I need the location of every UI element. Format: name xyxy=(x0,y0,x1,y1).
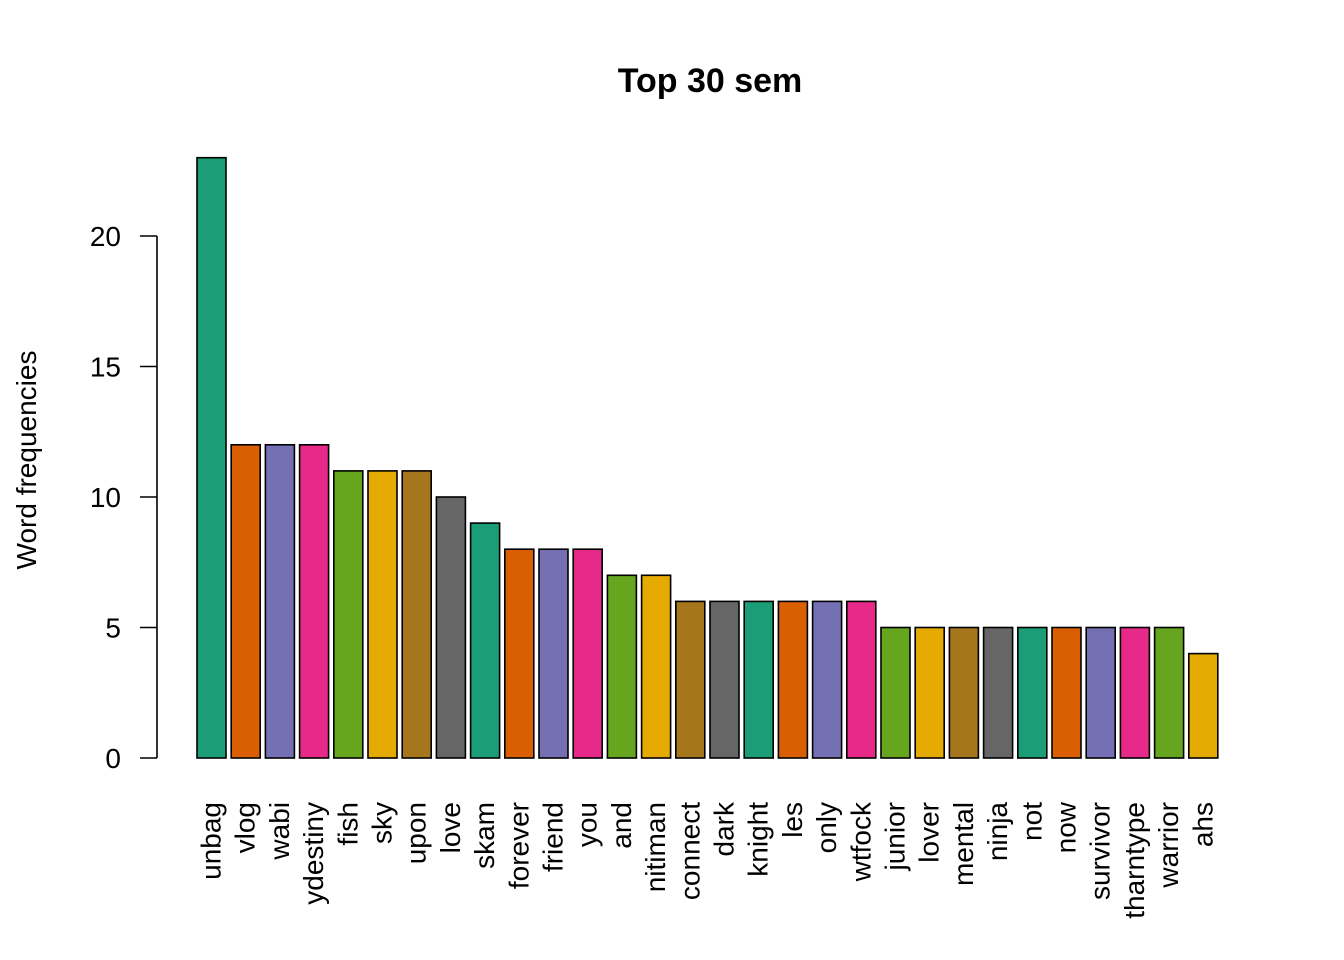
bar-les xyxy=(777,600,809,759)
x-tick-label-unbag: unbag xyxy=(196,802,227,880)
bar-tharntype xyxy=(1119,626,1151,759)
x-tick-label-survivor: survivor xyxy=(1085,802,1116,900)
bar-wtfock xyxy=(845,600,877,759)
x-tick-label-warrior: warrior xyxy=(1153,802,1184,889)
bar-and xyxy=(606,574,638,759)
bar-forever xyxy=(503,548,535,759)
x-tick-label-and: and xyxy=(606,802,637,849)
x-tick-label-knight: knight xyxy=(743,802,774,877)
bar-only xyxy=(811,600,843,759)
x-tick-label-connect: connect xyxy=(674,802,705,900)
bar-now xyxy=(1051,626,1082,759)
x-tick-label-sky: sky xyxy=(367,802,398,844)
bars xyxy=(196,156,1219,759)
x-tick-label-lover: lover xyxy=(914,802,945,863)
x-tick-label-fish: fish xyxy=(332,802,363,846)
bar-knight xyxy=(743,600,775,759)
bar-upon xyxy=(401,470,433,759)
x-tick-label-now: now xyxy=(1051,801,1082,853)
bar-skam xyxy=(469,522,501,759)
x-tick-label-wabi: wabi xyxy=(264,802,295,861)
bar-lover xyxy=(914,626,946,759)
bar-ahs xyxy=(1188,652,1219,759)
x-tick-label-ninja: ninja xyxy=(982,802,1013,862)
bar-sky xyxy=(367,470,398,759)
x-tick-label-friend: friend xyxy=(538,802,569,872)
x-tick-label-ahs: ahs xyxy=(1187,802,1218,847)
bar-survivor xyxy=(1085,626,1116,759)
x-axis-labels: unbag vlog wabi ydestiny fish sky upon love skam… xyxy=(196,801,1219,919)
x-tick-label-nitiman: nitiman xyxy=(640,802,671,892)
y-tick-label: 5 xyxy=(105,613,121,644)
bar-love xyxy=(435,496,467,759)
bar-nitiman xyxy=(640,574,672,759)
y-tick-label: 20 xyxy=(90,221,121,252)
bar-you xyxy=(572,548,604,759)
x-tick-label-skam: skam xyxy=(469,802,500,869)
bar-ninja xyxy=(982,626,1014,759)
x-tick-label-les: les xyxy=(777,802,808,838)
x-tick-label-dark: dark xyxy=(709,801,740,856)
y-axis: 0 5 10 15 20 xyxy=(90,221,158,774)
x-tick-label-you: you xyxy=(572,802,603,847)
bar-connect xyxy=(674,600,706,759)
x-tick-label-mental: mental xyxy=(948,802,979,886)
x-tick-label-upon: upon xyxy=(401,802,432,864)
x-tick-label-not: not xyxy=(1016,802,1047,841)
bar-fish xyxy=(332,470,364,759)
x-tick-label-junior: junior xyxy=(880,802,911,871)
y-tick-label: 0 xyxy=(105,743,121,774)
bar-warrior xyxy=(1153,626,1185,759)
bar-junior xyxy=(880,626,911,759)
bar-ydestiny xyxy=(298,443,330,759)
bar-friend xyxy=(538,548,569,759)
x-tick-label-wtfock: wtfock xyxy=(845,801,876,882)
bar-vlog xyxy=(230,443,261,759)
x-tick-label-ydestiny: ydestiny xyxy=(298,802,329,905)
chart-title: Top 30 sem xyxy=(618,62,803,100)
y-tick-label: 10 xyxy=(90,482,121,513)
bar-dark xyxy=(709,600,740,759)
x-tick-label-love: love xyxy=(435,802,466,853)
x-tick-label-forever: forever xyxy=(503,802,534,889)
bar-mental xyxy=(948,626,980,759)
bar-wabi xyxy=(264,443,296,759)
x-tick-label-tharntype: tharntype xyxy=(1119,802,1150,919)
bar-unbag xyxy=(196,156,227,759)
bar-not xyxy=(1016,626,1048,759)
x-tick-label-only: only xyxy=(811,802,842,853)
y-tick-label: 15 xyxy=(90,352,121,383)
y-axis-label: Word frequencies xyxy=(11,351,42,570)
x-tick-label-vlog: vlog xyxy=(230,802,261,853)
